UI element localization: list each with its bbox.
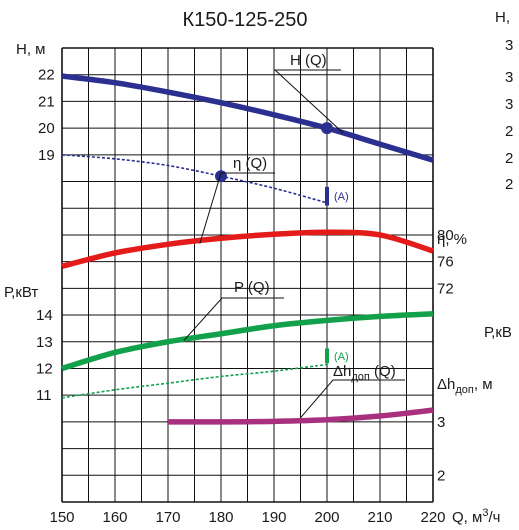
operating-point-1 [215,170,227,183]
h-tick-label: 21 [38,93,55,110]
x-tick-label: 170 [155,509,180,526]
tolerance-marker-label: (A) [334,191,349,203]
tolerance-marker-label: (A) [334,351,349,363]
tick-labels: 150 160 170 180 190 200 210 220 22 21 20 19 14 13 12 11… [36,67,454,526]
series-line-3 [61,310,434,372]
x-tick-label: 180 [208,509,233,526]
dh-axis-label: Δhдоп, м [437,376,493,396]
series-name-label: P (Q) [234,279,270,296]
right-panel-tick: 2 [505,123,513,140]
right-panel-tick: 3 [505,96,513,113]
right-panel-tick: 2 [505,150,513,167]
dh-tick-label: 2 [437,467,445,484]
h-tick-label: 22 [38,67,55,84]
series-line-0 [61,73,434,163]
series-line-5 [167,407,434,425]
eta-axis-label: η, % [437,231,467,248]
series-leader-line [183,297,284,341]
h-tick-label: 19 [38,147,55,164]
series-leader-line [300,379,405,419]
right-panel-tick: 3 [505,69,513,86]
series-leader-line [199,172,275,244]
h-tick-label: 20 [38,120,55,137]
x-axis-label: Q, м3/ч [452,507,500,526]
p-tick-label: 14 [36,307,53,324]
chart-title: К150-125-250 [182,9,307,31]
p-axis-label: Р,кВт [4,284,38,301]
right-panel-tick: 3 [505,37,513,54]
grid [61,47,434,503]
dh-tick-label: 3 [437,414,445,431]
series-leader-line [273,69,344,134]
series-name-label: η (Q) [233,155,267,172]
series-line-2 [61,229,434,269]
series-labels: H (Q) η (Q) P (Q) Δhдоп (Q) [183,52,405,419]
right-panel: 3 3 3 2 2 2 [505,37,513,193]
p-tick-label: 11 [36,387,52,404]
x-tick-label: 160 [102,509,127,526]
x-tick-label: 220 [420,509,445,526]
eta-tick-label: 80 [437,227,454,244]
p-tick-label: 12 [36,360,53,377]
x-tick-label: 150 [49,509,74,526]
p-tick-label: 13 [36,334,53,351]
right-panel-p-label: Р,кВ [484,324,512,341]
series-name-label: Δhдоп (Q) [333,363,396,383]
series-line-1 [61,154,328,204]
right-panel-tick: 2 [505,176,513,193]
eta-tick-label: 72 [437,280,454,297]
operating-point-0 [321,122,333,135]
x-tick-label: 200 [314,509,339,526]
series-name-label: H (Q) [290,52,327,69]
x-tick-label: 210 [367,509,392,526]
h-axis-label: Н, м [16,41,45,58]
x-tick-label: 190 [261,509,286,526]
curves: (A) (A) [61,73,434,425]
eta-tick-label: 76 [437,254,454,271]
right-panel-h-label: Н, [495,9,510,26]
